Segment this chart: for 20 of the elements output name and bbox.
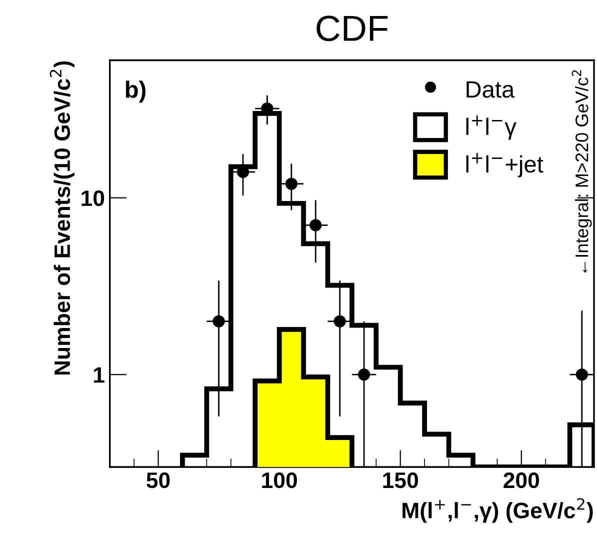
legend-label: l$^{+}$l$^{−}$+jet <box>466 153 544 178</box>
x-tick-label: 50 <box>146 472 170 488</box>
point <box>212 315 225 328</box>
point <box>285 178 298 190</box>
x-tick-label: 200 <box>504 472 540 488</box>
y-axis-title: Number of Events/(10 GeV/c$^{2}$) <box>50 61 74 375</box>
point <box>310 219 322 232</box>
x-tick-label: 100 <box>262 472 297 488</box>
annotation: b) <box>126 80 146 103</box>
x-tick-label: 150 <box>383 472 418 488</box>
y-tick-label: 10 <box>82 190 104 206</box>
legend-label: Data <box>466 81 515 98</box>
point <box>576 368 588 381</box>
legend-label: l$^{+}$l$^{−}$γ <box>466 116 516 140</box>
x-axis-title: M(l$^{+}$,l$^{−}$,γ) (GeV/c$^{2}$) <box>402 498 593 523</box>
y-tick-label: 1 <box>94 367 104 383</box>
chart-title: CDF <box>316 16 388 42</box>
annotation: ←Integral: M>220 GeV/c$^{2}$ <box>572 70 592 273</box>
point <box>334 315 346 328</box>
point <box>358 368 370 381</box>
